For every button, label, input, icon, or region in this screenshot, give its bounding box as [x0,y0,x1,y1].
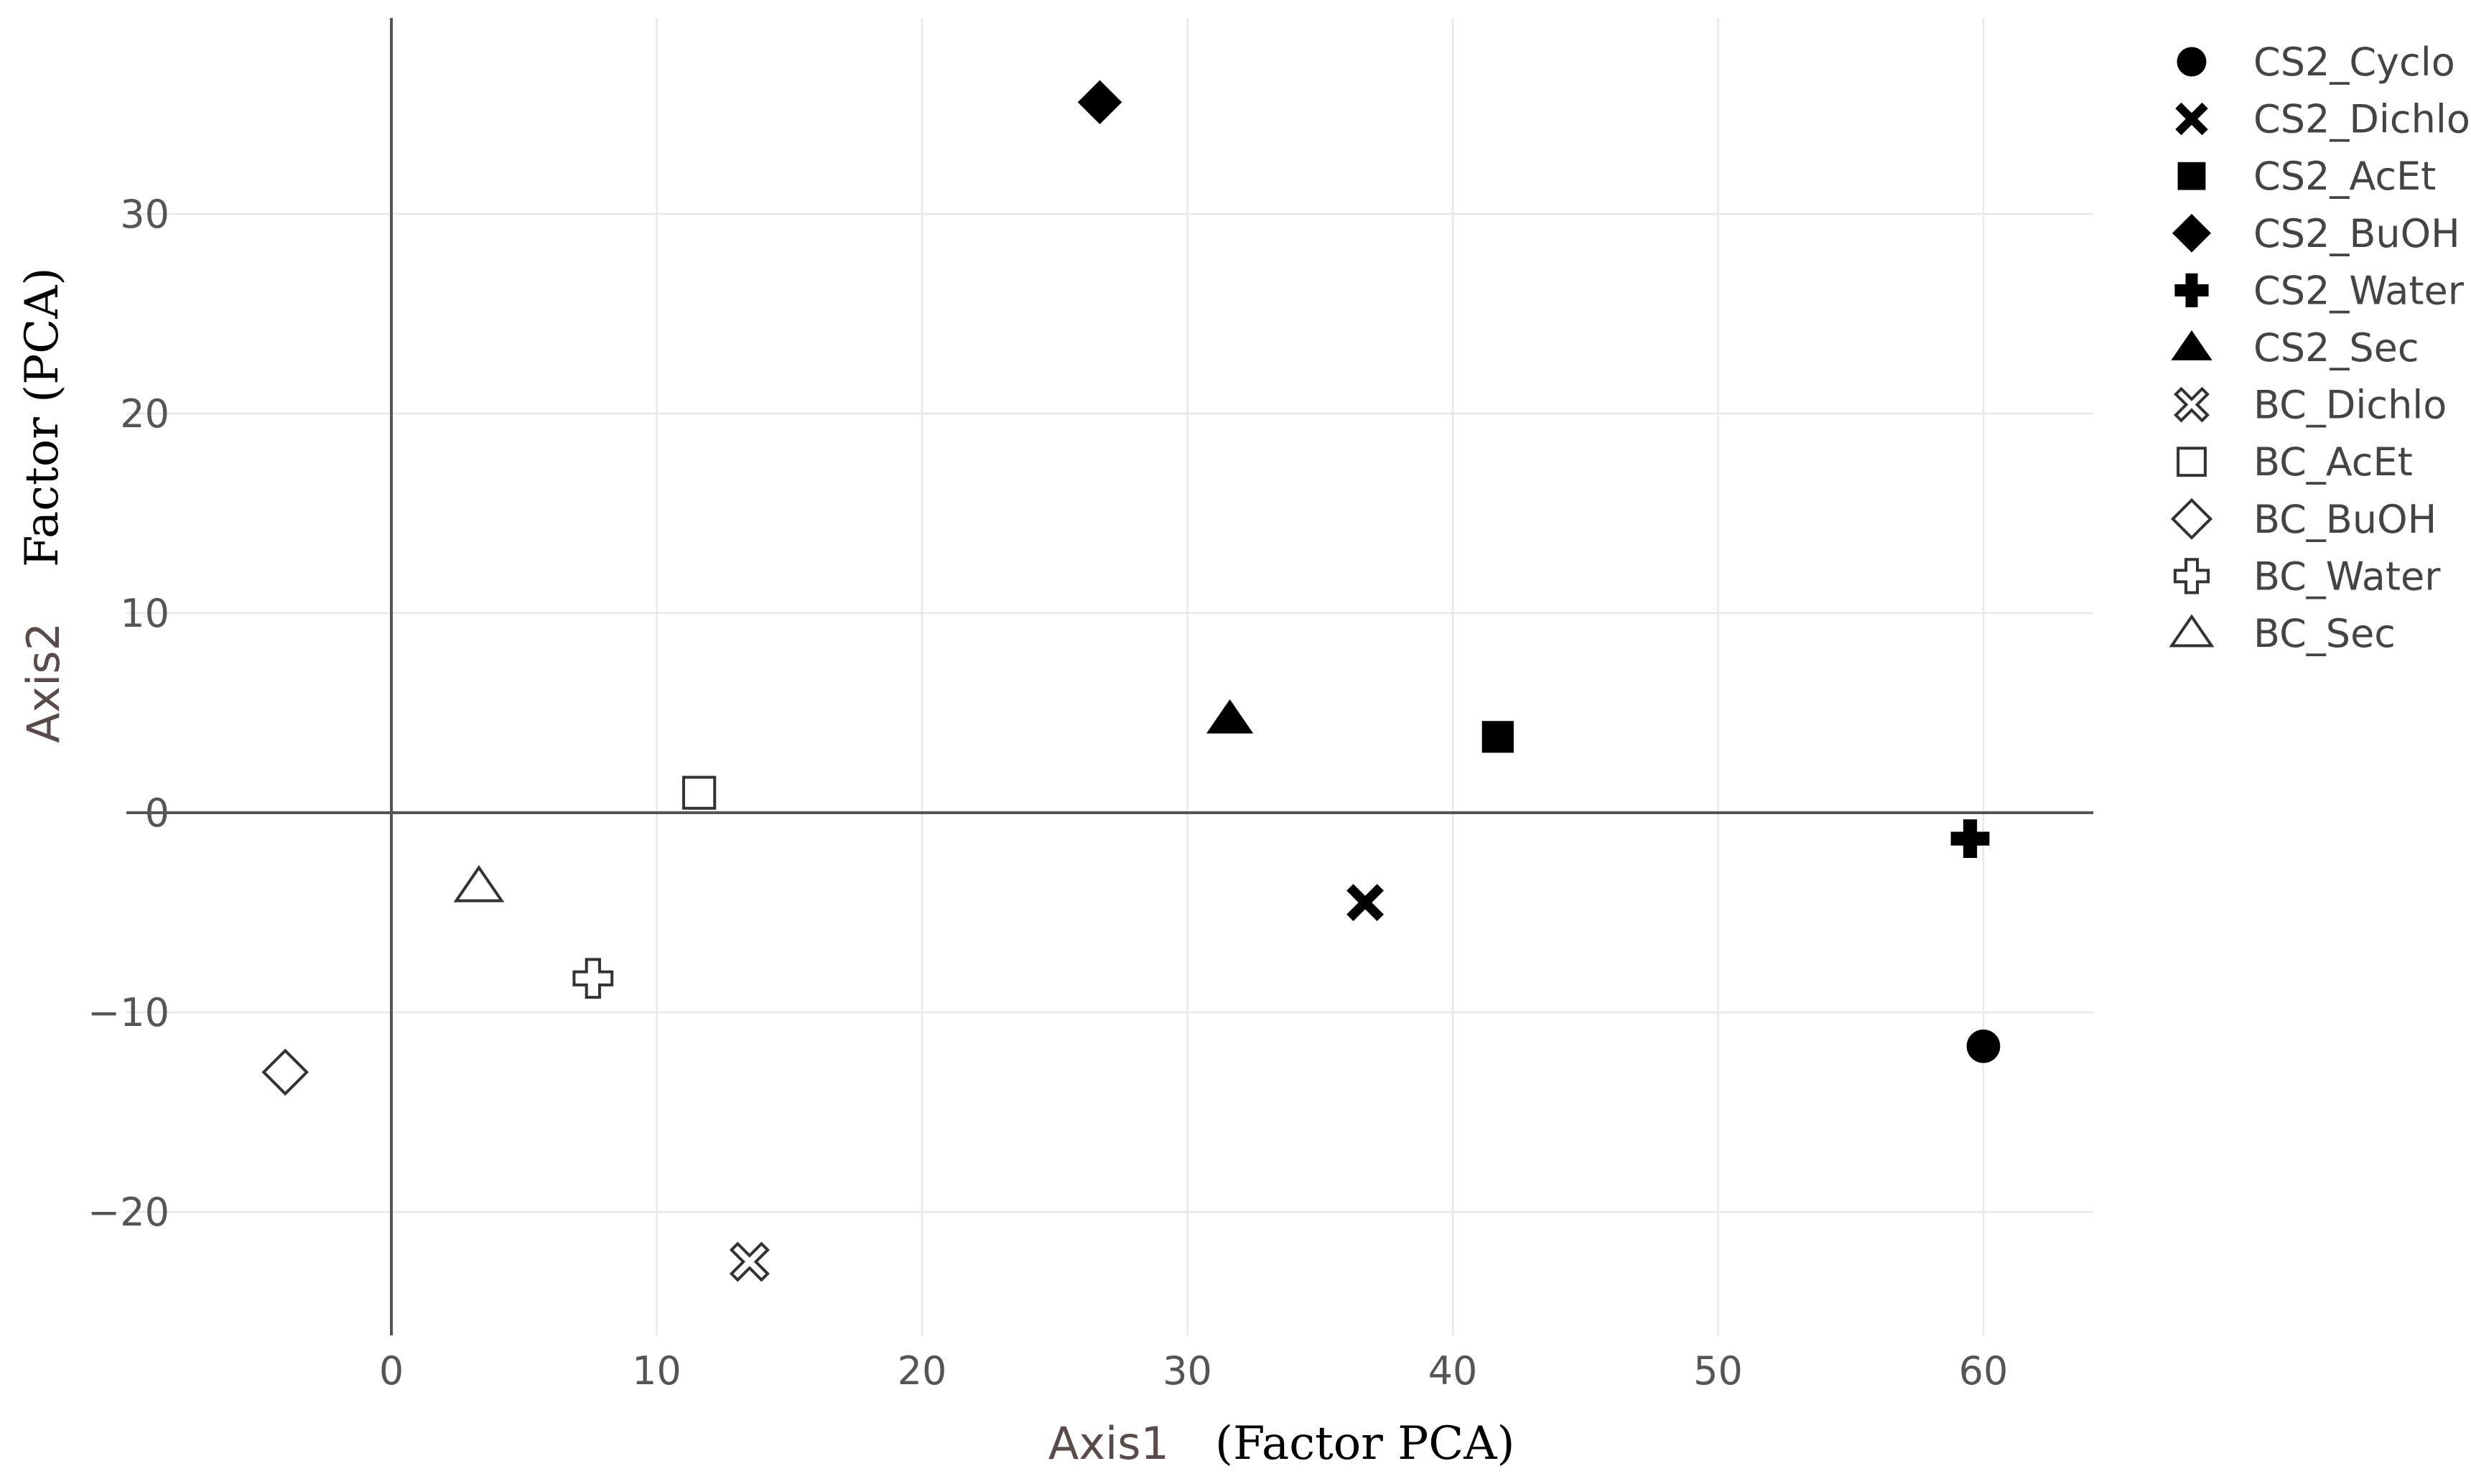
point-bc-buoh [261,1048,310,1096]
point-cs2-water [1950,819,1990,859]
marker-square [682,775,717,810]
legend-marker-circle [2177,47,2207,77]
point-cs2-buoh [1077,80,1122,125]
legend-label: CS2_BuOH [2253,211,2460,256]
point-bc-acet [682,775,717,810]
marker-diamond [261,1048,310,1096]
point-cs2-dichlo [1346,884,1384,922]
y-tick-label: −10 [88,990,169,1035]
marker-triangle-up [1206,699,1254,734]
legend-item-bc-dichlo[interactable]: BC_Dichlo [2174,383,2447,428]
x-tick-label: 40 [1428,1348,1478,1394]
legend-item-bc-water[interactable]: BC_Water [2173,554,2441,599]
marker-square [1481,721,1514,753]
legend-item-cs2-sec[interactable]: CS2_Sec [2171,325,2419,370]
tick-labels: 0 10 20 30 40 50 60 −20 −10 0 10 20 30 [88,192,2008,1394]
x-tick-label: 30 [1163,1348,1212,1394]
y-tick-label: 10 [120,591,169,636]
point-cs2-sec [1206,699,1254,734]
legend-marker-cross [2174,273,2209,307]
marker-circle [1966,1029,2001,1063]
x-axis-title-suffix: (Factor PCA) [1215,1417,1514,1470]
data-points [261,80,2001,1282]
y-axis-title: Axis2 [17,622,70,743]
legend-label: CS2_Water [2253,268,2465,313]
x-tick-label: 0 [379,1348,404,1394]
legend-label: BC_AcEt [2253,439,2413,485]
legend-marker-triangle-up [2171,330,2212,360]
legend-label: CS2_Cyclo [2253,39,2455,85]
point-bc-dichlo [729,1241,770,1282]
legend-marker-diamond [2172,213,2211,253]
x-tick-label: 60 [1959,1348,2009,1394]
y-tick-label: −20 [88,1190,169,1235]
point-cs2-cyclo [1966,1029,2001,1063]
legend-item-bc-buoh[interactable]: BC_BuOH [2170,497,2437,542]
x-tick-label: 20 [898,1348,947,1394]
legend-item-cs2-buoh[interactable]: CS2_BuOH [2172,211,2460,256]
grid-layer [126,18,2093,1335]
legend-item-cs2-dichlo[interactable]: CS2_Dichlo [2175,97,2470,142]
legend-label: CS2_AcEt [2253,154,2436,199]
x-tick-label: 50 [1693,1348,1743,1394]
legend-marker-diamond [2170,498,2213,540]
y-tick-label: 0 [145,790,169,836]
point-bc-water [572,958,614,999]
legend-marker-square [2177,162,2206,190]
legend-item-cs2-cyclo[interactable]: CS2_Cyclo [2177,39,2455,85]
point-bc-sec [453,864,505,902]
legend-label: BC_BuOH [2253,497,2437,542]
legend[interactable]: CS2_Cyclo CS2_Dichlo CS2_AcEt CS2_BuOH CS2_W… [2169,39,2470,656]
marker-x [729,1241,770,1282]
y-tick-label: 20 [120,391,169,437]
point-cs2-acet [1481,721,1514,753]
legend-marker-x [2175,102,2208,136]
legend-marker-x [2174,386,2210,423]
legend-label: BC_Water [2253,554,2441,599]
legend-label: BC_Sec [2253,611,2396,656]
legend-marker-square [2177,447,2207,477]
marker-cross [572,958,614,999]
legend-label: CS2_Dichlo [2253,97,2470,142]
marker-triangle-up [453,864,505,902]
x-tick-label: 10 [632,1348,681,1394]
legend-item-cs2-acet[interactable]: CS2_AcEt [2177,154,2436,199]
y-tick-label: 30 [120,192,169,237]
marker-diamond [1077,80,1122,125]
zero-lines [126,18,2093,1335]
x-axis-title: Axis1 [1048,1417,1169,1470]
legend-label: BC_Dichlo [2253,383,2447,428]
legend-item-bc-sec[interactable]: BC_Sec [2169,611,2396,656]
legend-item-bc-acet[interactable]: BC_AcEt [2177,439,2413,485]
marker-x [1346,884,1384,922]
legend-item-cs2-water[interactable]: CS2_Water [2174,268,2465,313]
legend-label: CS2_Sec [2253,325,2419,370]
legend-marker-cross [2173,558,2210,594]
legend-marker-triangle-up [2169,614,2215,648]
marker-cross [1950,819,1990,859]
y-axis-title-suffix: Factor (PCA) [16,268,69,567]
